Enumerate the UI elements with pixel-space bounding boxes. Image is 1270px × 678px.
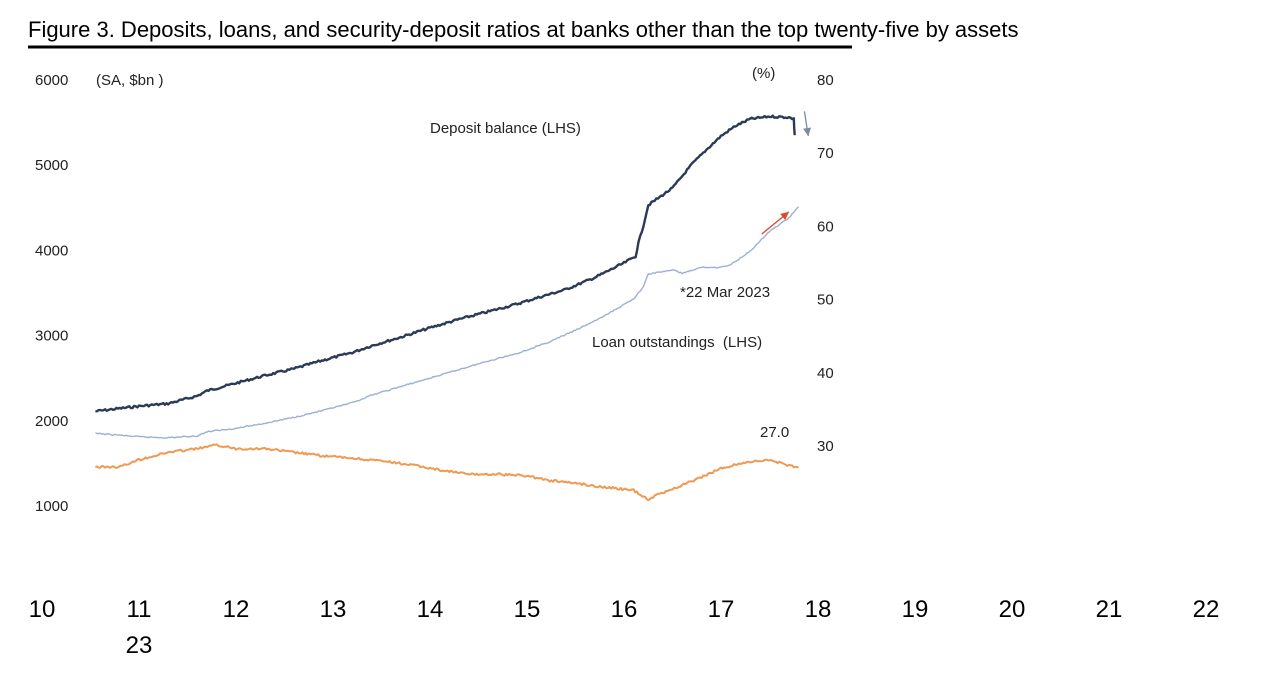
left-axis-unit-label: (SA, $bn ): [96, 72, 164, 89]
x-tick-label: 10: [29, 596, 56, 623]
right-tick-label: 50: [817, 292, 834, 309]
date-annotation: *22 Mar 2023: [680, 284, 770, 301]
left-tick-label: 6000: [35, 72, 68, 89]
x-tick-label: 15: [514, 596, 541, 623]
x-axis-year-label: 23: [126, 632, 153, 659]
x-tick-label: 21: [1096, 596, 1123, 623]
x-tick-label: 11: [127, 596, 152, 623]
ratio-value-label: 27.0: [760, 424, 789, 441]
security-deposit-ratio-rhs-line: [95, 443, 799, 502]
left-tick-label: 3000: [35, 328, 68, 345]
right-axis: 80 70 60 50 40 30: [817, 72, 834, 455]
deposit-balance-lhs-line: [95, 114, 796, 413]
chart-title: Figure 3. Deposits, loans, and security-…: [28, 17, 1019, 42]
x-tick-label: 16: [611, 596, 638, 623]
right-tick-label: 70: [817, 145, 834, 162]
right-tick-label: 60: [817, 218, 834, 235]
loan-series-label: Loan outstandings (LHS): [592, 334, 762, 351]
right-tick-label: 40: [817, 365, 834, 382]
x-axis: 10 11 12 13 14 15 16 17 18 19 20 21 22: [29, 596, 1220, 623]
loan-rise-arrow: [761, 211, 790, 235]
deposit-decline-arrow: [803, 111, 812, 137]
left-tick-label: 5000: [35, 157, 68, 174]
x-tick-label: 12: [223, 596, 250, 623]
x-tick-label: 18: [805, 596, 832, 623]
x-tick-label: 17: [708, 596, 735, 623]
right-tick-label: 80: [817, 72, 834, 89]
loan-outstandings-lhs-line: [95, 206, 800, 439]
x-tick-label: 13: [320, 596, 347, 623]
left-tick-label: 4000: [35, 242, 68, 259]
deposit-series-label: Deposit balance (LHS): [430, 120, 581, 137]
arrow-layer: [761, 111, 812, 235]
x-tick-label: 19: [902, 596, 929, 623]
x-tick-label: 22: [1193, 596, 1220, 623]
left-tick-label: 2000: [35, 413, 68, 430]
x-tick-label: 14: [417, 596, 444, 623]
right-tick-label: 30: [817, 438, 834, 455]
series-layer: [95, 114, 800, 502]
x-tick-label: 20: [999, 596, 1026, 623]
right-axis-unit-label: (%): [752, 65, 775, 82]
left-tick-label: 1000: [35, 498, 68, 515]
left-axis: 6000 5000 4000 3000 2000 1000: [35, 72, 68, 515]
